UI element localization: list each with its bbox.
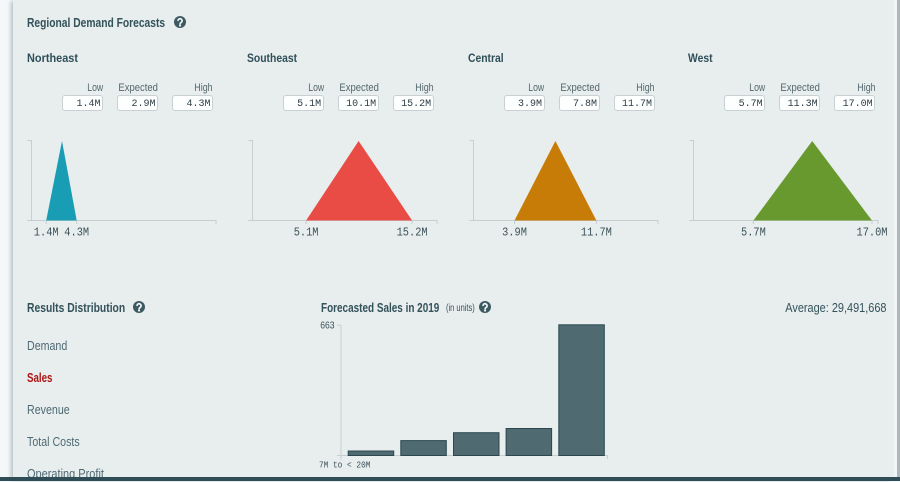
svg-text:17.0M: 17.0M <box>857 226 888 240</box>
svg-text:3.9M: 3.9M <box>502 226 527 240</box>
svg-text:11.7M: 11.7M <box>580 226 611 240</box>
svg-text:1.4M: 1.4M <box>34 226 59 240</box>
svg-text:15.2M: 15.2M <box>396 226 427 240</box>
svg-text:663: 663 <box>320 321 335 332</box>
svg-text:4.3M: 4.3M <box>64 226 89 240</box>
svg-text:5.7M: 5.7M <box>741 226 766 240</box>
svg-text:5.1M: 5.1M <box>293 226 318 240</box>
svg-text:7M to < 20M: 7M to < 20M <box>319 461 371 471</box>
